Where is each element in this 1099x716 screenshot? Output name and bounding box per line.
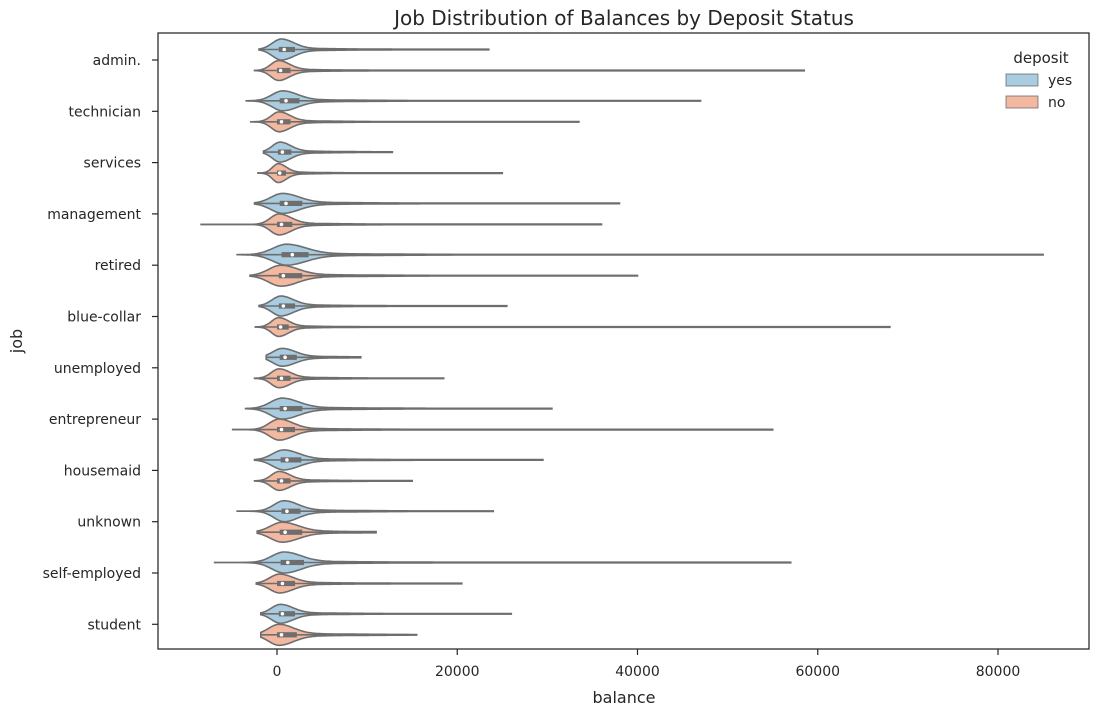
iqr-box-blue-collar-no xyxy=(277,324,289,330)
iqr-box-self-employed-no xyxy=(277,580,296,587)
x-tick-label-0: 0 xyxy=(273,664,282,680)
median-dot-entrepreneur-yes xyxy=(283,406,287,411)
median-dot-services-no xyxy=(277,171,282,175)
iqr-box-technician-yes xyxy=(279,98,300,104)
median-dot-management-no xyxy=(279,222,284,227)
iqr-box-technician-no xyxy=(277,119,291,125)
chart-title: Job Distribution of Balances by Deposit … xyxy=(392,6,854,30)
x-tick-label-60000: 60000 xyxy=(795,664,840,680)
iqr-box-entrepreneur-yes xyxy=(279,406,303,412)
y-axis: admin. technician services management retire… xyxy=(43,53,158,633)
y-tick-label-student: student xyxy=(87,617,141,633)
iqr-box-housemaid-no xyxy=(277,478,291,484)
median-dot-technician-no xyxy=(279,120,284,124)
iqr-box-admin-no xyxy=(277,67,291,74)
median-dot-management-yes xyxy=(284,201,288,206)
median-dot-retired-no xyxy=(281,273,286,278)
iqr-box-unemployed-no xyxy=(277,375,291,381)
y-tick-label-self-employed: self-employed xyxy=(43,566,141,582)
y-tick-label-unemployed: unemployed xyxy=(54,361,141,377)
iqr-box-student-no xyxy=(277,632,297,638)
y-tick-label-housemaid: housemaid xyxy=(64,463,141,479)
y-tick-label-services: services xyxy=(84,156,141,172)
y-tick-label-admin: admin. xyxy=(93,53,141,69)
median-dot-blue-collar-no xyxy=(278,325,283,329)
median-dot-unemployed-yes xyxy=(283,355,287,360)
y-tick-label-management: management xyxy=(47,207,141,223)
median-dot-housemaid-yes xyxy=(285,458,289,462)
x-tick-label-20000: 20000 xyxy=(435,664,480,680)
y-tick-label-entrepreneur: entrepreneur xyxy=(49,412,141,428)
iqr-box-retired-no xyxy=(278,273,303,279)
x-axis-label: balance xyxy=(593,688,656,707)
iqr-box-services-yes xyxy=(277,149,292,155)
x-axis: 0 20000 40000 60000 80000 xyxy=(273,649,1021,680)
median-dot-self-employed-no xyxy=(280,581,285,586)
legend-swatch-no xyxy=(1005,95,1039,109)
iqr-box-unknown-yes xyxy=(281,508,301,514)
legend-swatch-yes xyxy=(1005,73,1039,87)
median-dot-housemaid-no xyxy=(279,479,284,483)
median-dot-student-yes xyxy=(280,612,285,616)
iqr-box-blue-collar-yes xyxy=(278,303,296,309)
y-tick-label-retired: retired xyxy=(95,258,141,274)
x-tick-label-80000: 80000 xyxy=(976,664,1021,680)
median-dot-unknown-yes xyxy=(285,509,289,513)
median-dot-retired-yes xyxy=(290,252,295,257)
median-dot-unemployed-no xyxy=(279,376,284,381)
legend-label-no: no xyxy=(1048,95,1065,111)
y-tick-label-unknown: unknown xyxy=(77,515,141,531)
median-dot-self-employed-yes xyxy=(286,560,290,565)
y-axis-label: job xyxy=(7,329,26,354)
iqr-box-unknown-no xyxy=(279,529,303,535)
iqr-box-self-employed-yes xyxy=(280,559,305,566)
iqr-box-student-yes xyxy=(278,611,296,617)
median-dot-admin-no xyxy=(278,68,283,73)
median-dot-technician-yes xyxy=(284,99,288,103)
iqr-box-retired-yes xyxy=(281,252,309,258)
legend-title: deposit xyxy=(1013,49,1068,67)
plot-frame xyxy=(157,32,1090,650)
legend: deposit yes no xyxy=(1005,49,1072,111)
y-tick-label-technician: technician xyxy=(69,104,141,120)
iqr-box-unemployed-yes xyxy=(279,354,297,360)
median-dot-blue-collar-yes xyxy=(281,304,286,308)
median-dot-entrepreneur-no xyxy=(279,427,284,432)
iqr-box-housemaid-yes xyxy=(280,457,302,463)
legend-label-yes: yes xyxy=(1048,73,1072,89)
violins-group xyxy=(200,38,1044,647)
median-dot-admin-yes xyxy=(282,47,287,52)
iqr-box-management-no xyxy=(277,221,293,227)
y-tick-label-blue-collar: blue-collar xyxy=(67,310,141,326)
median-dot-student-no xyxy=(279,633,284,637)
iqr-box-management-yes xyxy=(279,200,303,206)
median-dot-services-yes xyxy=(280,150,285,154)
x-tick-label-40000: 40000 xyxy=(615,664,660,680)
iqr-box-admin-yes xyxy=(278,46,296,53)
iqr-box-services-no xyxy=(277,170,287,176)
median-dot-unknown-no xyxy=(283,530,287,534)
iqr-box-entrepreneur-no xyxy=(277,427,296,433)
